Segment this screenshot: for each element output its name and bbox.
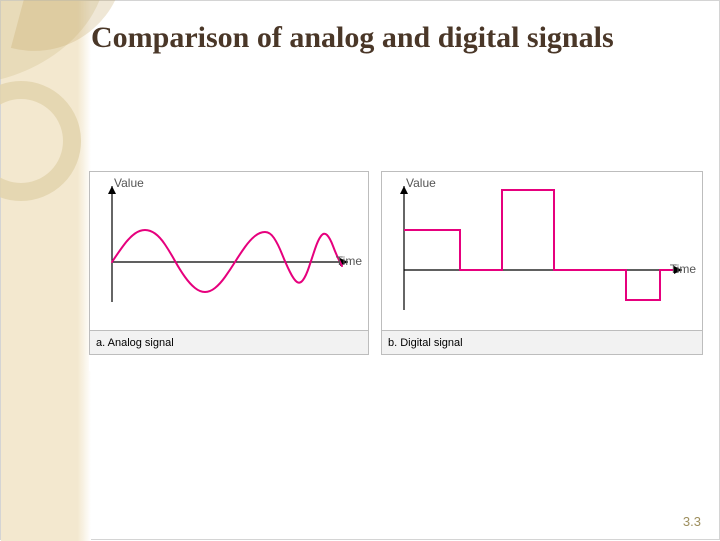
analog-chart: Value Time — [89, 171, 369, 331]
analog-caption-text: a. Analog signal — [96, 337, 174, 349]
digital-chart: Value Time — [381, 171, 703, 331]
analog-y-axis-label: Value — [114, 176, 144, 190]
analog-caption: a. Analog signal — [89, 331, 369, 355]
analog-panel: Value Time a. Analog signal — [89, 171, 369, 371]
page-number: 3.3 — [683, 514, 701, 529]
digital-panel: Value Time b. Digital signal — [381, 171, 703, 371]
slide: Comparison of analog and digital signals… — [0, 0, 720, 540]
digital-caption: b. Digital signal — [381, 331, 703, 355]
digital-x-axis-label: Time — [670, 262, 696, 276]
page-title: Comparison of analog and digital signals — [91, 21, 691, 56]
digital-signal-plot — [382, 172, 704, 332]
analog-x-axis-label: Time — [336, 254, 362, 268]
digital-caption-text: b. Digital signal — [388, 337, 463, 349]
charts-row: Value Time a. Analog signal Value Time b… — [89, 171, 709, 391]
digital-y-axis-label: Value — [406, 176, 436, 190]
analog-signal-plot — [90, 172, 370, 332]
